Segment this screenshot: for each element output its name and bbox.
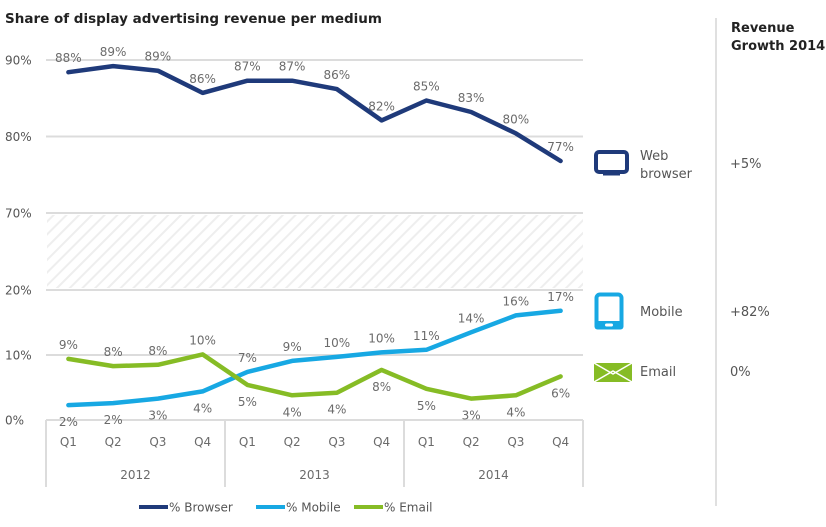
x-tick-label: Q4 <box>373 435 390 449</box>
data-label-email: 5% <box>238 395 257 409</box>
chart-title: Share of display advertising revenue per… <box>5 11 382 27</box>
x-group-label: 2014 <box>478 468 509 482</box>
monitor-icon <box>594 150 629 176</box>
x-tick-label: Q4 <box>194 435 211 449</box>
side-item-label: browser <box>640 167 693 182</box>
side-item-label: Web <box>640 149 668 164</box>
data-label-browser: 87% <box>234 60 261 74</box>
smartphone-icon <box>594 292 624 330</box>
legend-label: % Mobile <box>286 501 341 515</box>
data-label-mobile: 17% <box>547 290 574 304</box>
growth-value: +82% <box>730 305 770 320</box>
x-tick-label: Q4 <box>552 435 569 449</box>
data-label-browser: 86% <box>189 72 216 86</box>
legend-item-browser: % Browser <box>139 501 233 515</box>
side-item-label: Mobile <box>640 305 683 320</box>
data-label-browser: 83% <box>458 91 485 105</box>
side-panel-header-line1: Revenue <box>731 21 795 36</box>
x-axis: Q1 Q2 Q3 Q4 Q1 Q2 Q3 Q4 Q1 Q2 Q3 Q4 2012 2013 2014 <box>45 420 584 487</box>
series-line-email <box>66 352 563 401</box>
x-tick-label: Q1 <box>418 435 435 449</box>
x-group-label: 2013 <box>299 468 330 482</box>
series-line-browser <box>66 63 563 164</box>
data-label-email: 4% <box>283 405 302 419</box>
data-label-email: 6% <box>551 386 570 400</box>
x-tick-label: Q2 <box>463 435 480 449</box>
data-label-browser: 82% <box>368 99 395 113</box>
data-label-mobile: 4% <box>193 401 212 415</box>
data-label-email: 4% <box>506 405 525 419</box>
x-tick-label: Q3 <box>507 435 524 449</box>
data-label-mobile: 10% <box>368 331 395 345</box>
legend: % Browser % Mobile % Email <box>139 501 433 515</box>
data-label-browser: 89% <box>100 45 127 59</box>
data-label-browser: 87% <box>279 60 306 74</box>
data-label-mobile: 2% <box>59 415 78 429</box>
y-tick-label: 90% <box>5 54 32 68</box>
side-item-email: Email 0% <box>593 362 751 383</box>
side-item-web-browser: Web browser +5% <box>594 149 762 182</box>
y-tick-label: 80% <box>5 130 32 144</box>
legend-label: % Browser <box>169 501 233 515</box>
y-tick-label: 10% <box>5 349 32 363</box>
x-tick-label: Q3 <box>149 435 166 449</box>
data-labels: 88% 89% 89% 86% 87% 87% 86% 82% 85% 83% 80% 77% 2% 2%… <box>55 45 574 429</box>
data-label-browser: 89% <box>145 50 172 64</box>
data-label-email: 8% <box>104 345 123 359</box>
legend-item-email: % Email <box>354 501 433 515</box>
data-label-mobile: 11% <box>413 329 440 343</box>
axis-break-hatch <box>47 215 583 288</box>
data-label-email: 8% <box>148 344 167 358</box>
growth-value: +5% <box>730 157 762 172</box>
y-tick-label: 70% <box>5 207 32 221</box>
envelope-icon <box>593 362 633 383</box>
data-label-mobile: 10% <box>324 336 351 350</box>
data-label-email: 8% <box>372 380 391 394</box>
growth-value: 0% <box>730 365 751 380</box>
data-label-browser: 85% <box>413 80 440 94</box>
data-label-email: 10% <box>189 333 216 347</box>
data-label-browser: 88% <box>55 51 82 65</box>
grid <box>46 59 583 421</box>
data-label-email: 5% <box>417 399 436 413</box>
data-label-email: 4% <box>327 403 346 417</box>
side-panel-header-line2: Growth 2014 <box>731 39 825 54</box>
y-axis-ticks: 90% 80% 70% 20% 10% 0% <box>5 54 32 428</box>
x-tick-label: Q3 <box>328 435 345 449</box>
side-item-label: Email <box>640 365 676 380</box>
x-tick-label: Q2 <box>284 435 301 449</box>
legend-label: % Email <box>384 501 433 515</box>
data-label-browser: 86% <box>324 68 351 82</box>
data-label-mobile: 14% <box>458 311 485 325</box>
legend-item-mobile: % Mobile <box>256 501 341 515</box>
data-label-browser: 80% <box>503 112 530 126</box>
y-tick-label: 20% <box>5 284 32 298</box>
data-label-mobile: 9% <box>283 340 302 354</box>
data-label-email: 3% <box>462 409 481 423</box>
x-tick-label: Q1 <box>60 435 77 449</box>
x-tick-label: Q2 <box>105 435 122 449</box>
series-layer <box>66 63 563 408</box>
side-item-mobile: Mobile +82% <box>594 292 770 330</box>
data-label-mobile: 3% <box>148 409 167 423</box>
data-label-mobile: 16% <box>503 294 530 308</box>
y-tick-label: 0% <box>5 414 24 428</box>
data-label-mobile: 2% <box>104 413 123 427</box>
series-line-mobile <box>66 308 563 408</box>
data-label-mobile: 7% <box>238 351 257 365</box>
x-group-label: 2012 <box>120 468 151 482</box>
x-tick-label: Q1 <box>239 435 256 449</box>
data-label-email: 9% <box>59 338 78 352</box>
data-label-browser: 77% <box>547 140 574 154</box>
